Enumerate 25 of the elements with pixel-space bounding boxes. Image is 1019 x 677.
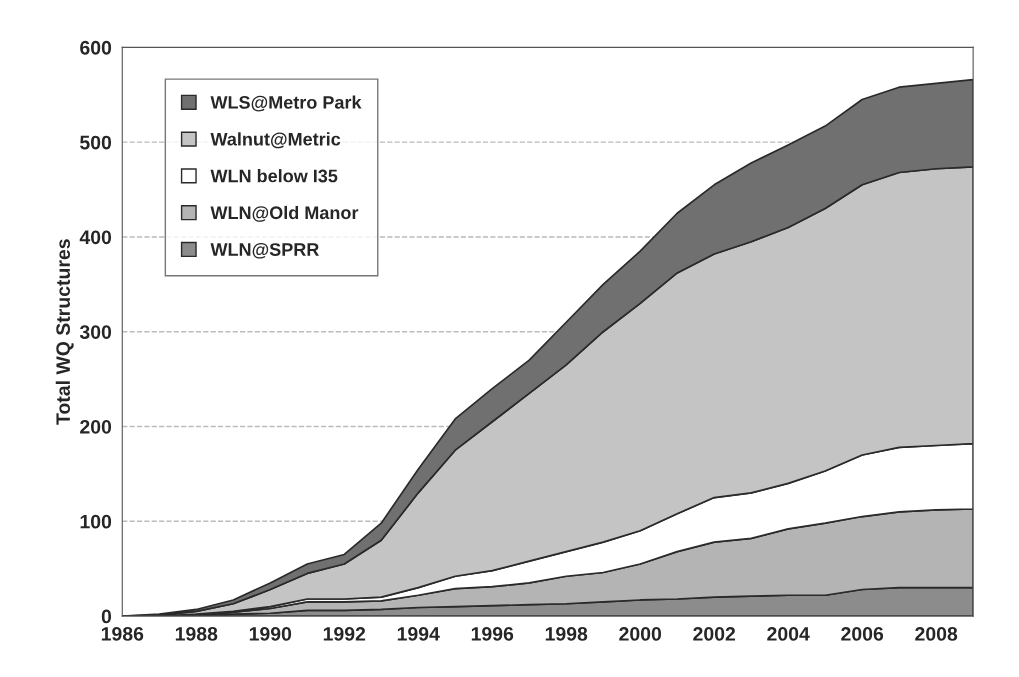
y-tick-label: 400 bbox=[79, 230, 112, 245]
x-tick-label: 1990 bbox=[249, 627, 292, 641]
x-tick-label: 1992 bbox=[323, 627, 366, 641]
x-tick-label: 2006 bbox=[841, 627, 884, 641]
legend-label: WLN@SPRR bbox=[210, 242, 319, 259]
y-axis-title: Total WQ Structures bbox=[55, 239, 74, 425]
legend-label: WLN@Old Manor bbox=[210, 205, 359, 222]
y-tick-label: 600 bbox=[80, 40, 112, 55]
x-tick-label: 2008 bbox=[915, 627, 958, 641]
x-tick-label: 1994 bbox=[397, 627, 440, 641]
x-tick-label: 1988 bbox=[175, 627, 218, 641]
y-tick-label: 300 bbox=[79, 325, 112, 339]
y-tick-label: 0 bbox=[101, 609, 112, 624]
legend-label: Walnut@Metric bbox=[210, 132, 341, 149]
x-tick-label: 2000 bbox=[619, 627, 662, 641]
y-tick-label: 200 bbox=[80, 419, 112, 434]
x-tick-label: 2004 bbox=[767, 627, 810, 641]
x-tick-label: 1986 bbox=[101, 627, 144, 641]
legend-label: WLS@Metro Park bbox=[210, 95, 362, 112]
x-tick-label: 1998 bbox=[545, 627, 588, 641]
y-tick-label: 100 bbox=[80, 514, 112, 529]
x-tick-label: 1996 bbox=[471, 627, 514, 641]
legend-label: WLN below I35 bbox=[210, 169, 338, 183]
x-tick-label: 2002 bbox=[693, 627, 736, 641]
y-tick-label: 500 bbox=[80, 135, 112, 150]
